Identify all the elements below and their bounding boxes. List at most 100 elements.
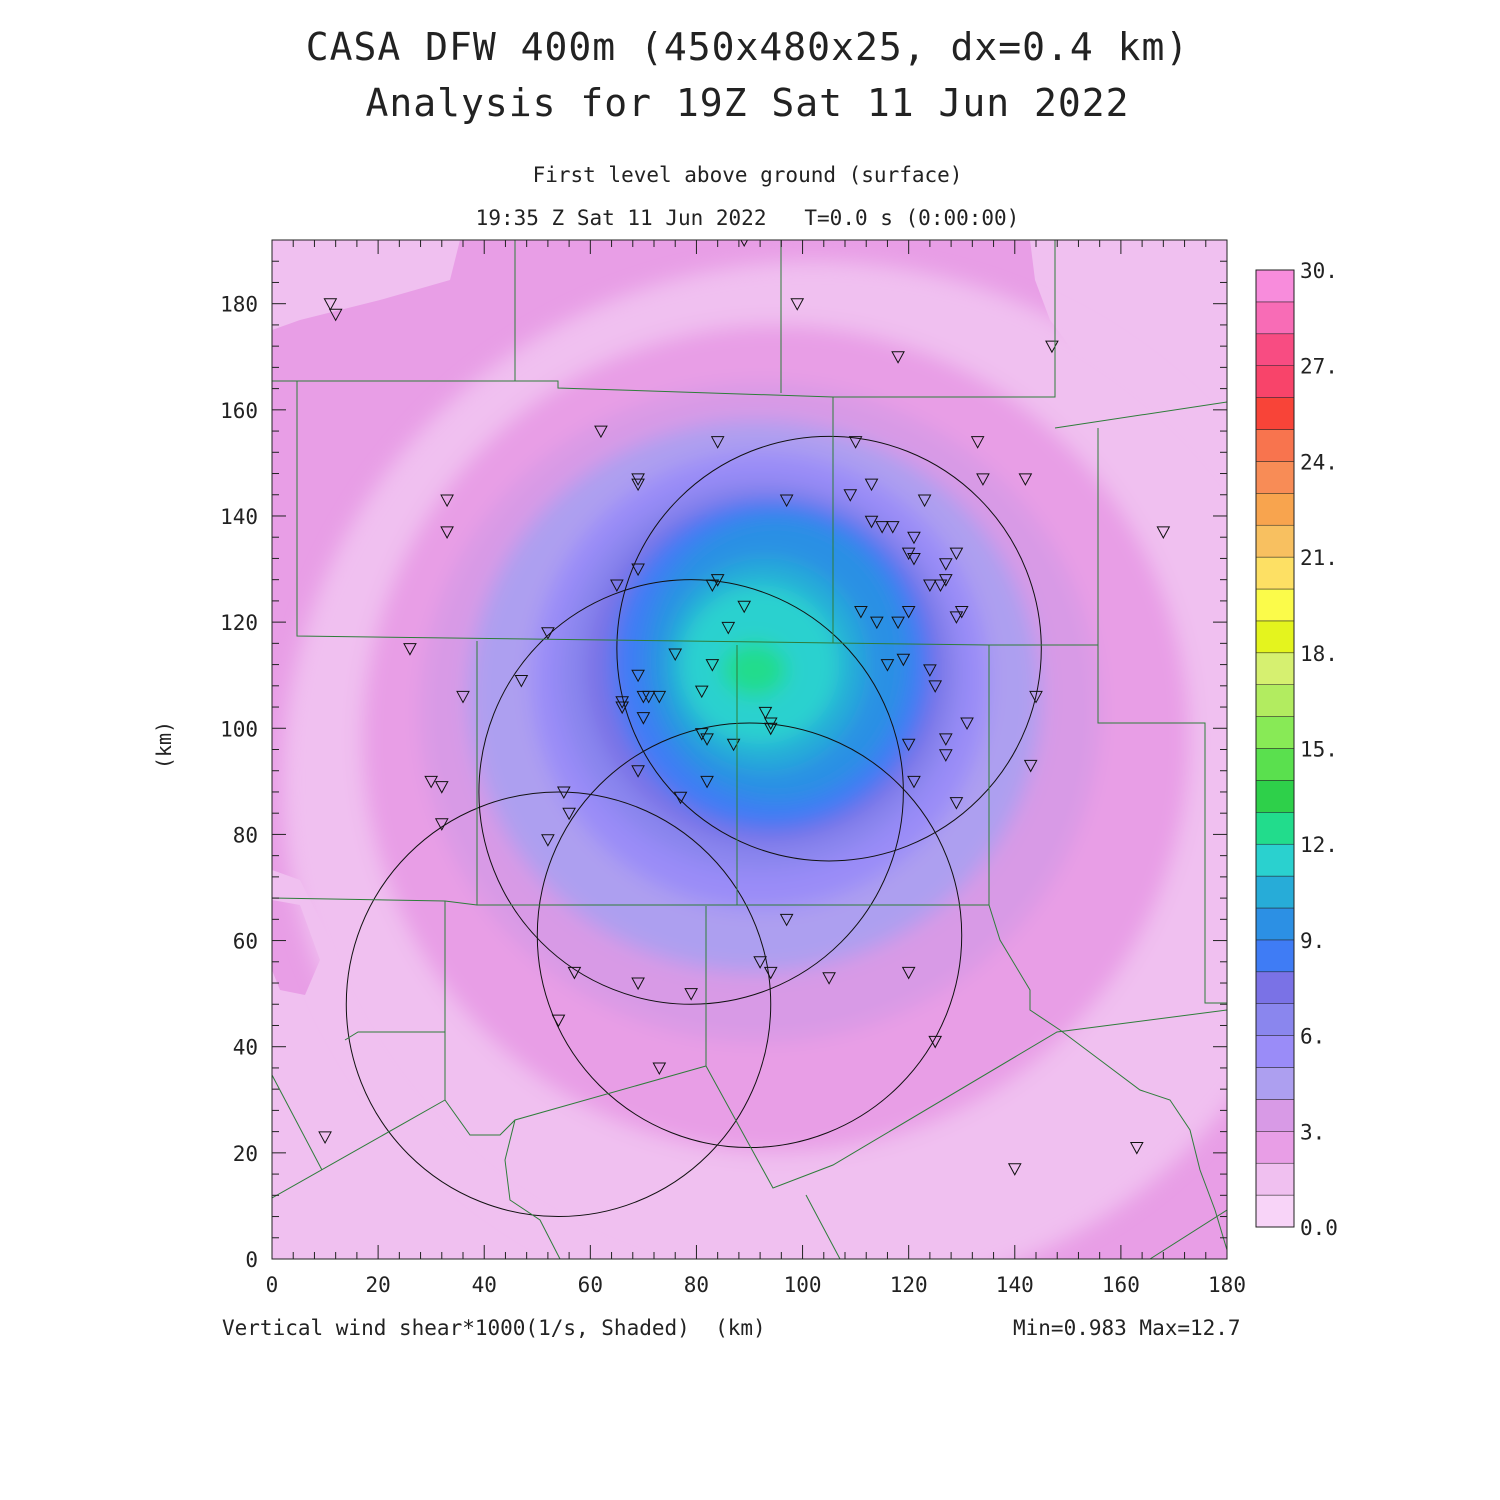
colorbar-swatch — [1255, 971, 1295, 1004]
x-tick-label: 0 — [266, 1273, 279, 1297]
station-marker — [949, 547, 964, 561]
station-marker — [328, 308, 343, 322]
y-tick-label: 180 — [220, 293, 258, 317]
station-marker — [1007, 1163, 1022, 1176]
axis-ticks — [271, 239, 1228, 1260]
station-marker — [901, 606, 916, 619]
y-tick-label: 100 — [220, 717, 258, 741]
station-marker — [822, 972, 836, 985]
field-caption: Vertical wind shear*1000(1/s, Shaded) (k… — [222, 1316, 766, 1340]
station-marker — [907, 552, 921, 566]
colorbar-swatch — [1255, 301, 1295, 335]
station-marker — [923, 664, 937, 677]
station-marker — [779, 913, 794, 927]
station-marker — [843, 489, 858, 502]
radar-range-ring — [536, 722, 963, 1149]
station-marker — [440, 494, 454, 508]
colorbar: 0.0 3. 6. 9. 12. 15. 18. 21. 24. 27. 30. — [1255, 259, 1338, 1240]
station-marker — [615, 701, 630, 715]
station-marker — [923, 579, 937, 593]
station-marker — [848, 436, 863, 449]
station-marker — [673, 791, 688, 805]
colorbar-label: 30. — [1300, 259, 1338, 283]
county-line — [1097, 428, 1227, 1004]
station-marker — [938, 733, 953, 746]
station-marker — [636, 712, 651, 725]
station-marker — [938, 749, 953, 762]
station-marker — [875, 521, 889, 534]
colorbar-swatch — [1255, 524, 1295, 558]
station-marker — [938, 558, 953, 571]
station-marker — [318, 1131, 332, 1144]
county-line — [344, 901, 446, 1041]
x-tick-label: 20 — [365, 1273, 390, 1297]
station-marker — [705, 579, 720, 593]
y-tick-label: 140 — [220, 505, 258, 529]
station-marker — [864, 515, 879, 529]
station-marker — [1029, 690, 1043, 704]
y-tick-label: 80 — [233, 823, 258, 847]
colorbar-swatch — [1255, 1131, 1295, 1164]
x-tick-label: 100 — [784, 1273, 822, 1297]
station-marker — [880, 659, 895, 672]
station-marker — [758, 706, 773, 720]
station-marker — [434, 781, 449, 794]
x-tick-label: 180 — [1208, 1273, 1246, 1297]
station-marker — [323, 298, 338, 311]
colorbar-label: 24. — [1300, 450, 1338, 474]
station-marker — [668, 648, 683, 662]
county-line — [805, 1194, 841, 1259]
station-marker — [631, 478, 645, 492]
station-marker — [763, 722, 778, 736]
colorbar-swatch — [1255, 1162, 1295, 1196]
colorbar-swatch — [1255, 780, 1295, 813]
colorbar-label: 27. — [1300, 355, 1338, 379]
county-line — [504, 1119, 561, 1259]
colorbar-label: 12. — [1300, 833, 1338, 857]
colorbar-swatch — [1255, 907, 1295, 941]
station-marker — [541, 627, 555, 640]
y-tick-label: 60 — [233, 930, 258, 954]
station-marker — [652, 1062, 667, 1075]
station-marker — [928, 680, 943, 693]
x-tick-label: 80 — [684, 1273, 709, 1297]
colorbar-swatch — [1255, 1099, 1295, 1132]
y-tick-label: 0 — [245, 1248, 258, 1272]
colorbar-swatch — [1255, 939, 1295, 973]
colorbar-swatch — [1255, 875, 1295, 909]
county-line — [296, 381, 1098, 646]
station-marker — [562, 807, 576, 821]
county-line — [1149, 1209, 1227, 1259]
station-marker — [869, 616, 884, 630]
station-marker — [684, 988, 698, 1001]
title-line-1: CASA DFW 400m (450x480x25, dx=0.4 km) — [305, 25, 1190, 69]
county-boundaries — [272, 240, 1227, 1259]
station-marker — [631, 563, 645, 577]
station-marker — [652, 690, 667, 704]
station-marker — [594, 425, 608, 439]
station-marker — [896, 653, 911, 667]
colorbar-swatch — [1255, 1035, 1295, 1068]
station-marker — [790, 298, 805, 311]
x-tick-label: 140 — [996, 1273, 1034, 1297]
station-marker — [440, 526, 454, 539]
radar-range-ring — [345, 791, 772, 1218]
colorbar-label: 15. — [1300, 738, 1338, 762]
station-marker — [949, 611, 964, 624]
colorbar-swatch — [1255, 365, 1295, 398]
radar-range-ring — [478, 579, 904, 1005]
station-marker — [928, 1035, 943, 1049]
notch-region-southwest — [272, 900, 320, 995]
station-marker — [907, 531, 921, 545]
colorbar-swatch — [1255, 748, 1295, 781]
station-marker — [1129, 1142, 1144, 1155]
station-marker — [901, 738, 916, 752]
station-marker — [700, 733, 714, 746]
title-line-2: Analysis for 19Z Sat 11 Jun 2022 — [365, 81, 1130, 125]
county-line — [988, 904, 1227, 1251]
county-line — [1054, 401, 1227, 429]
station-marker — [917, 494, 932, 508]
colorbar-swatch — [1255, 1067, 1295, 1100]
station-marker — [721, 621, 736, 635]
station-marker — [891, 616, 905, 630]
